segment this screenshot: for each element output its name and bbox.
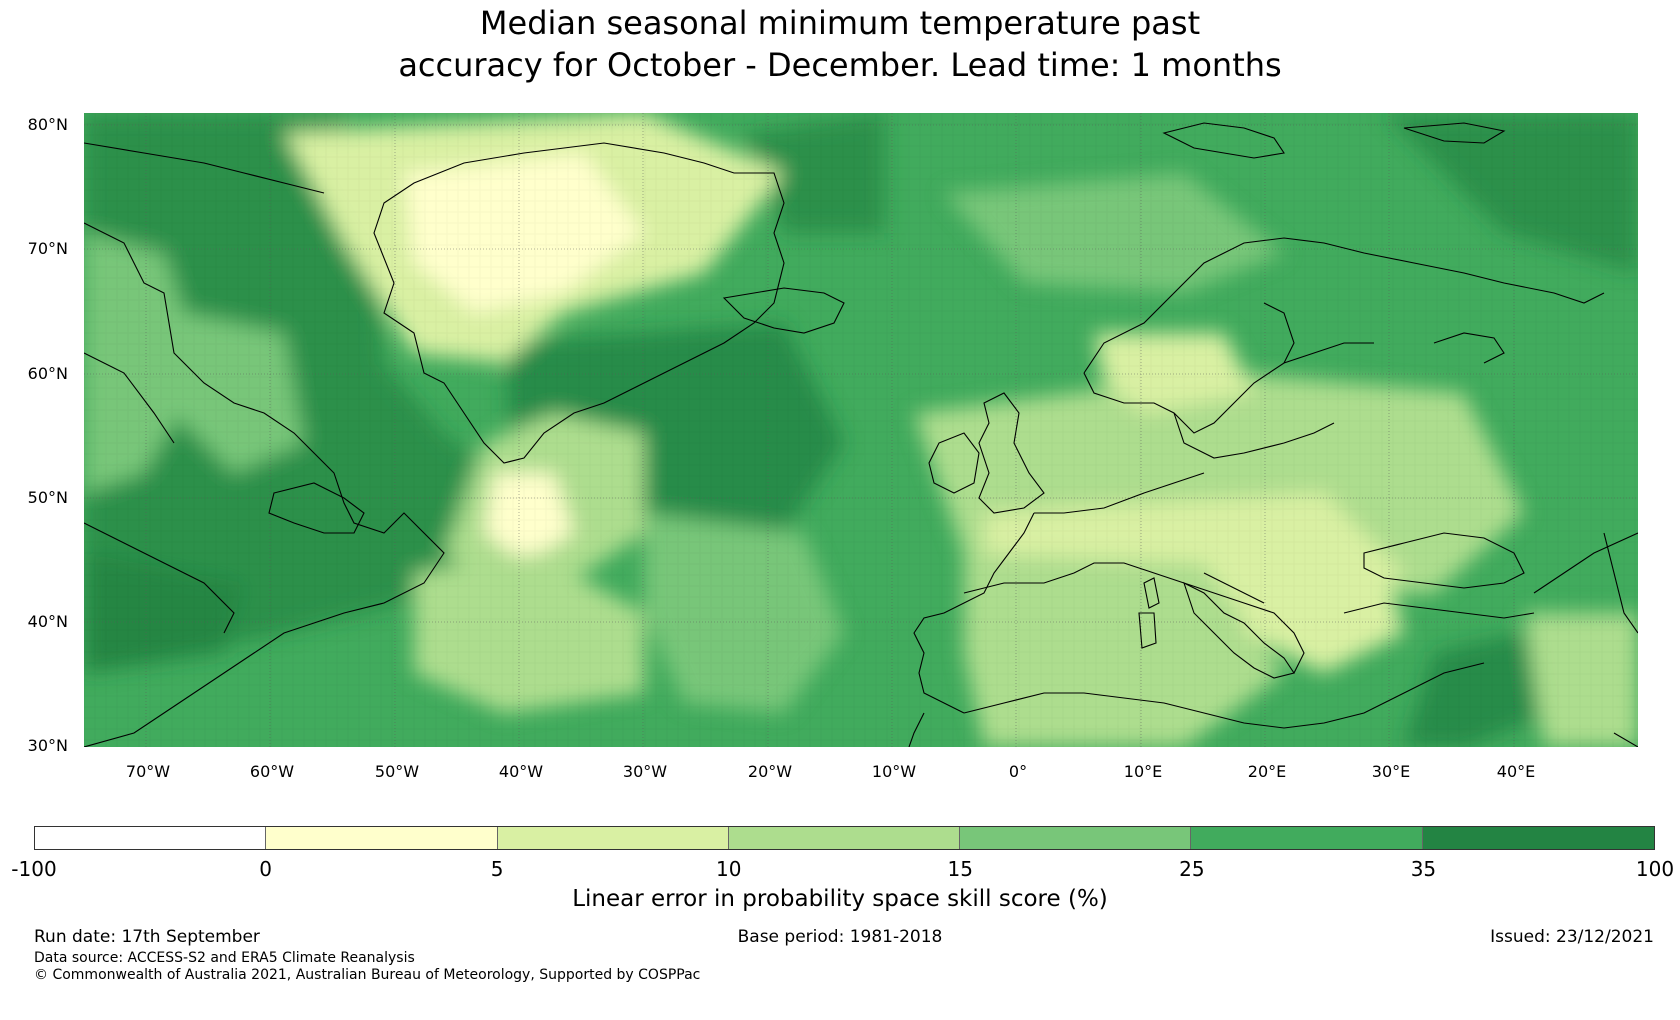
run-date: Run date: 17th September: [34, 927, 260, 947]
colorbar-tick-label: -100: [11, 857, 57, 881]
colorbar-segment: [497, 827, 729, 849]
lon-label-70w: 70°W: [125, 762, 171, 781]
issued-date: Issued: 23/12/2021: [1490, 927, 1654, 947]
lat-label-60n: 60°N: [27, 364, 68, 383]
colorbar-segment: [35, 827, 267, 849]
colorbar-tick-label: 0: [259, 857, 272, 881]
colorbar-tick-label: 35: [1410, 857, 1437, 881]
lon-label-40e: 40°E: [1496, 762, 1536, 781]
lon-label-30e: 30°E: [1371, 762, 1411, 781]
lon-label-10e: 10°E: [1123, 762, 1163, 781]
colorbar-segment: [1191, 827, 1423, 849]
coastlines: [84, 122, 1638, 747]
lon-label-40w: 40°W: [498, 762, 544, 781]
lat-label-80n: 80°N: [27, 115, 68, 134]
lat-label-50n: 50°N: [27, 488, 68, 507]
colorbar-label: Linear error in probability space skill …: [572, 886, 1108, 912]
lon-label-30w: 30°W: [622, 762, 668, 781]
colorbar-tick-label: 25: [1179, 857, 1205, 881]
base-period: Base period: 1981-2018: [737, 927, 943, 947]
lat-label-40n: 40°N: [27, 612, 68, 631]
colorbar-segment: [1422, 827, 1654, 849]
data-source: Data source: ACCESS-S2 and ERA5 Climate …: [34, 950, 415, 966]
lon-label-60w: 60°W: [249, 762, 295, 781]
lon-label-20w: 20°W: [747, 762, 793, 781]
colorbar-segment: [728, 827, 961, 849]
colorbar-tick-label: 10: [715, 857, 742, 881]
colorbar-tick-label: 5: [490, 857, 504, 881]
lat-label-70n: 70°N: [27, 239, 68, 258]
copyright: © Commonwealth of Australia 2021, Austra…: [34, 967, 701, 983]
lon-label-50w: 50°W: [374, 762, 420, 781]
lat-label-30n: 30°N: [27, 736, 68, 755]
colorbar-tick-label: 100: [1635, 857, 1675, 881]
lon-label-20e: 20°E: [1247, 762, 1287, 781]
colorbar-segment: [960, 827, 1192, 849]
lon-label-0: 0°: [1008, 762, 1028, 781]
colorbar-tick-label: 15: [947, 857, 973, 881]
colorbar-segment: [266, 827, 498, 849]
map-canvas: [84, 113, 1638, 747]
colorbar: [34, 826, 1655, 850]
lon-label-10w: 10°W: [871, 762, 917, 781]
title-line-1: Median seasonal minimum temperature past: [479, 4, 1201, 42]
map-title: Median seasonal minimum temperature past…: [0, 2, 1680, 86]
title-line-2: accuracy for October - December. Lead ti…: [398, 46, 1282, 84]
skill-score-map: [84, 113, 1638, 747]
